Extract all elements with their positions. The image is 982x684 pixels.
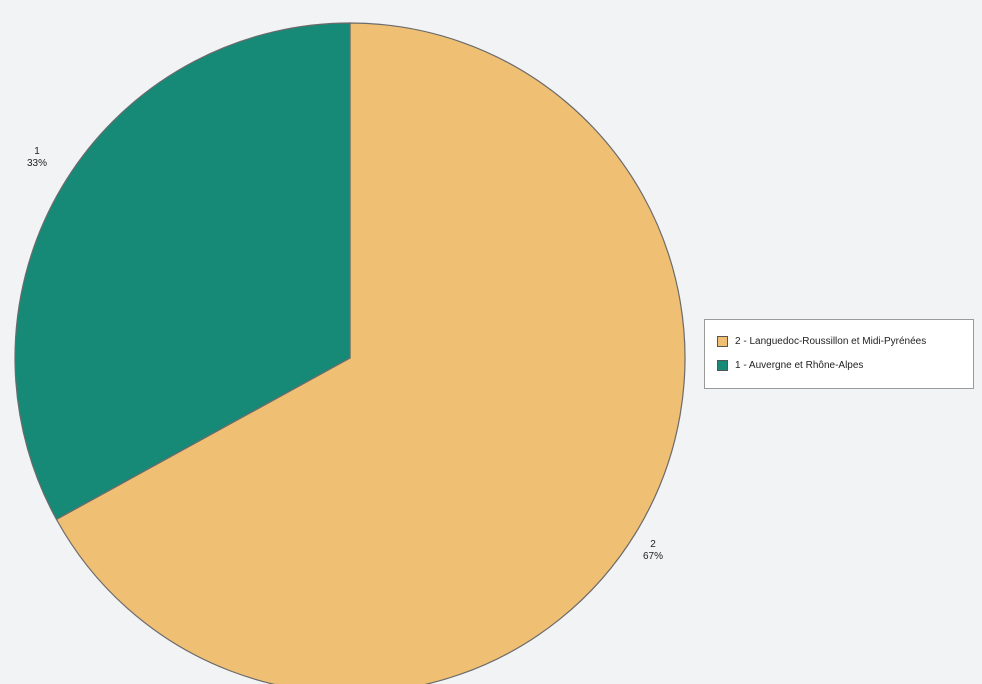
legend-label-slice-1: 1 - Auvergne et Rhône-Alpes xyxy=(735,359,864,371)
pie-slices xyxy=(14,22,686,684)
pie-slice-1 xyxy=(14,22,351,521)
slice-label-number-2: 2 xyxy=(650,539,656,550)
legend-label-slice-2: 2 - Languedoc-Roussillon et Midi-Pyrénée… xyxy=(735,335,927,347)
legend-swatch-slice-1 xyxy=(717,359,728,371)
slice-label-percent-1: 33% xyxy=(27,158,47,169)
pie-slice-labels: 267% 133% xyxy=(27,146,663,562)
chart-legend: 2 - Languedoc-Roussillon et Midi-Pyrénée… xyxy=(704,319,974,389)
slice-label-number-1: 1 xyxy=(34,146,40,157)
legend-swatch-slice-2 xyxy=(717,335,728,347)
pie-slice-2 xyxy=(55,22,686,684)
legend-item-slice-2: 2 - Languedoc-Roussillon et Midi-Pyrénée… xyxy=(717,329,973,353)
slice-label-percent-2: 67% xyxy=(643,551,663,562)
legend-item-slice-1: 1 - Auvergne et Rhône-Alpes xyxy=(717,353,973,377)
